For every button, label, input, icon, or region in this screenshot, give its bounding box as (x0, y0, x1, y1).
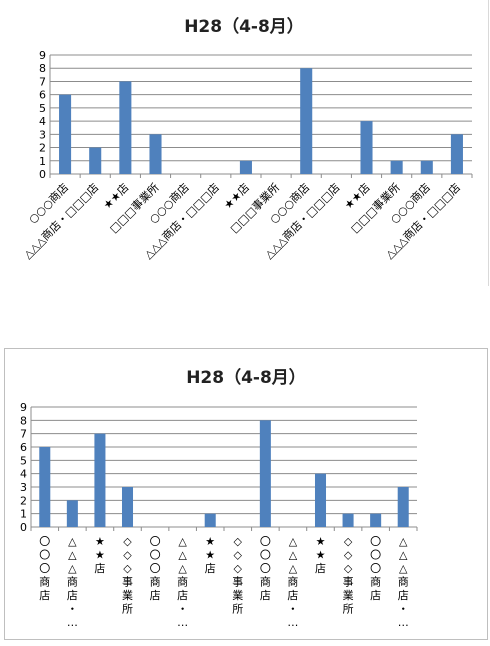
x-tick-label: 〇〇〇商店 (370, 535, 381, 602)
y-tick-label: 1 (39, 155, 46, 168)
y-tick-label: 1 (20, 508, 27, 521)
bar (149, 134, 162, 174)
bar (360, 121, 373, 174)
x-tick-label: 〇〇〇商店 (150, 535, 161, 602)
x-tick-label: △ △ △商店・… (287, 535, 298, 629)
y-tick-label: 6 (20, 441, 27, 454)
bar (259, 420, 271, 527)
chart-title: H28（4-8月） (184, 17, 304, 37)
bar (397, 487, 409, 527)
y-tick-label: 0 (20, 521, 27, 534)
chart-top: H28（4-8月） 0 1 2 3 4 5 6 7 8 9 ○○○商店 △△△商店・□□□店 ★★店 □□… (0, 0, 489, 286)
y-tick-label: 3 (20, 481, 27, 494)
x-tick-label: ★★店 (94, 535, 105, 575)
y-tick-label: 6 (39, 89, 46, 102)
y-tick-label: 7 (20, 428, 27, 441)
y-tick-label: 4 (20, 468, 27, 481)
bar (300, 68, 313, 174)
y-tick-label: 5 (39, 102, 46, 115)
y-tick-label: 8 (20, 414, 27, 427)
bar (39, 447, 51, 527)
y-tick-label: 5 (20, 454, 27, 467)
bar (314, 473, 327, 527)
bar (204, 513, 216, 527)
bar (390, 160, 403, 174)
x-tick-label: 〇〇〇商店 (260, 535, 271, 602)
bar (370, 513, 382, 527)
y-tick-label: 2 (39, 142, 46, 155)
y-tick-label: 4 (39, 115, 46, 128)
bar (420, 160, 433, 174)
bar (121, 487, 134, 527)
chart-title: H28（4-8月） (186, 368, 306, 388)
x-tick-label: ★★店 (205, 535, 216, 575)
bar (66, 500, 78, 527)
x-tick-label: △ △ △商店・… (398, 535, 409, 629)
chart-bottom: H28（4-8月） 0 1 2 3 4 5 6 7 8 9 〇〇〇商店 △ △ △商店・… ★ ★店 ◇ ◇ ◇事業… (4, 348, 488, 640)
x-tick-label: 〇〇〇商店 (39, 535, 50, 602)
x-tick-label: ◇ ◇ ◇事業所 (122, 535, 133, 616)
bar (239, 160, 252, 174)
y-tick-label: 7 (39, 75, 46, 88)
y-tick-label: 3 (39, 128, 46, 141)
y-tick-label: 2 (20, 494, 27, 507)
y-tick-label: 9 (39, 49, 46, 62)
y-tick-label: 8 (39, 62, 46, 75)
bar (59, 94, 72, 174)
x-tick-label: ◇ ◇ ◇事業所 (232, 535, 243, 616)
x-tick-label: △ △ △商店・… (67, 535, 78, 629)
bar (342, 513, 354, 527)
y-tick-label: 9 (20, 401, 27, 414)
x-tick-label: △ △ △商店・… (177, 535, 188, 629)
bar (450, 134, 463, 174)
y-tick-label: 0 (39, 168, 46, 181)
bar (89, 147, 102, 174)
x-tick-label: ★★店 (315, 535, 326, 575)
bar (119, 81, 132, 174)
x-tick-label: ◇ ◇ ◇事業所 (343, 535, 354, 616)
bar (94, 433, 106, 527)
